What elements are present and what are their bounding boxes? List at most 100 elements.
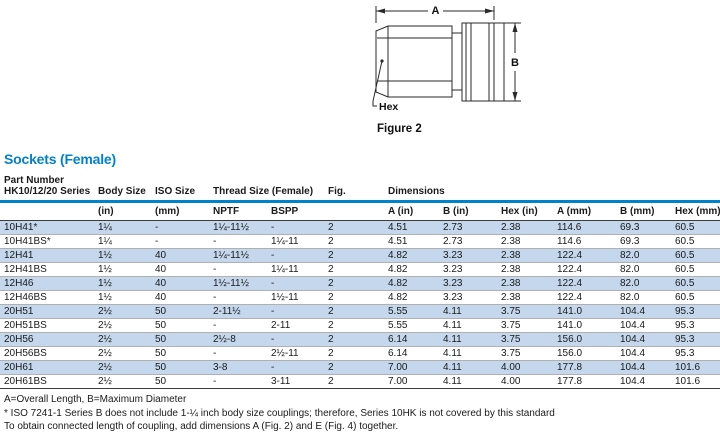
cell-nptf: 1¼-11½ (209, 220, 267, 235)
cell-bspp: - (267, 360, 324, 375)
header-iso-size: ISO Size (151, 175, 209, 203)
subheader-a-mm: A (mm) (553, 201, 616, 221)
hex-leader-line (372, 60, 383, 107)
cell-a-in: 5.55 (384, 318, 439, 333)
cell-body: 1½ (94, 290, 151, 305)
cell-hex-in: 2.38 (497, 262, 553, 277)
subheader-hex-mm: Hex (mm) (671, 201, 720, 221)
cell-hex-mm: 60.5 (671, 262, 720, 277)
dim-a-arrow-left (376, 8, 385, 14)
cell-part: 10H41BS* (0, 234, 94, 249)
cell-b-in: 4.11 (439, 304, 497, 319)
cell-part: 20H51BS (0, 318, 94, 333)
cell-hex-mm: 60.5 (671, 220, 720, 235)
cell-b-in: 4.11 (439, 318, 497, 333)
coupling-drawing: A B Hex Figure 2 (372, 4, 521, 135)
cell-b-mm: 69.3 (616, 234, 671, 249)
cell-iso: 50 (151, 318, 209, 333)
cell-fig: 2 (324, 220, 384, 235)
cell-iso: 40 (151, 262, 209, 277)
cell-a-in: 6.14 (384, 346, 439, 361)
cell-part: 12H41 (0, 248, 94, 263)
cell-fig: 2 (324, 290, 384, 305)
section-title: Sockets (Female) (4, 151, 116, 167)
cell-iso: - (151, 220, 209, 235)
cell-b-mm: 82.0 (616, 248, 671, 263)
cell-iso: 40 (151, 276, 209, 291)
cell-fig: 2 (324, 332, 384, 347)
subheader-blank-fig (324, 201, 384, 221)
cell-b-in: 4.11 (439, 332, 497, 347)
header-fig: Fig. (324, 175, 384, 203)
cell-hex-mm: 95.3 (671, 304, 720, 319)
cell-fig: 2 (324, 318, 384, 333)
cell-fig: 2 (324, 248, 384, 263)
cell-a-mm: 114.6 (553, 234, 616, 249)
cell-a-mm: 156.0 (553, 346, 616, 361)
dim-a-label-bg (428, 4, 443, 16)
cell-part: 20H51 (0, 304, 94, 319)
cell-a-mm: 156.0 (553, 332, 616, 347)
cell-a-mm: 177.8 (553, 360, 616, 375)
note-connected-length: To obtain connected length of coupling, … (4, 421, 399, 432)
cell-bspp: 1¼-11 (267, 234, 324, 249)
cell-body: 1½ (94, 262, 151, 277)
hex-body-outline (375, 25, 453, 98)
table-row: 20H51BS 2½ 50-2-11 2 5.55 4.11 3.75 141.0 104.4 9… (0, 318, 720, 333)
cell-a-mm: 141.0 (553, 318, 616, 333)
subheader-hex-in: Hex (in) (497, 201, 553, 221)
dim-b-arrow-up (512, 23, 518, 32)
cell-a-mm: 177.8 (553, 374, 616, 389)
cell-iso: 50 (151, 332, 209, 347)
header-part-number: Part Number HK10/12/20 Series (0, 175, 94, 203)
subheader-nptf: NPTF (209, 201, 267, 221)
cell-nptf: 3-8 (209, 360, 267, 375)
cell-hex-mm: 60.5 (671, 276, 720, 291)
figure-caption: Figure 2 (377, 123, 422, 135)
cell-body: 2½ (94, 318, 151, 333)
cell-hex-in: 2.38 (497, 220, 553, 235)
cell-part: 20H56 (0, 332, 94, 347)
cell-bspp: - (267, 276, 324, 291)
hex-label: Hex (379, 101, 398, 113)
note-legend: A=Overall Length, B=Maximum Diameter (4, 394, 187, 405)
cell-fig: 2 (324, 374, 384, 389)
cell-part: 12H46BS (0, 290, 94, 305)
cell-part: 10H41* (0, 220, 94, 235)
cell-part: 20H61 (0, 360, 94, 375)
table-row: 12H41 1½ 40 1¼-11½ -2 4.82 3.23 2.38 122.4 82.0 60… (0, 248, 720, 263)
cell-nptf: 2-11½ (209, 304, 267, 319)
header-dimensions: Dimensions (384, 175, 720, 203)
cell-b-in: 3.23 (439, 248, 497, 263)
cell-body: 2½ (94, 346, 151, 361)
cell-bspp: 1½-11 (267, 290, 324, 305)
cell-hex-in: 3.75 (497, 332, 553, 347)
cell-a-in: 5.55 (384, 304, 439, 319)
cell-nptf: - (209, 346, 267, 361)
cell-nptf: - (209, 262, 267, 277)
cell-a-in: 4.82 (384, 276, 439, 291)
header-row: Part Number HK10/12/20 Series Body Size … (0, 175, 720, 203)
cell-hex-in: 2.38 (497, 290, 553, 305)
cell-a-mm: 122.4 (553, 248, 616, 263)
cell-b-mm: 82.0 (616, 276, 671, 291)
cell-fig: 2 (324, 276, 384, 291)
cell-hex-mm: 60.5 (671, 248, 720, 263)
cell-iso: 50 (151, 374, 209, 389)
cell-b-in: 4.11 (439, 346, 497, 361)
cell-b-mm: 104.4 (616, 360, 671, 375)
cell-hex-in: 4.00 (497, 374, 553, 389)
cell-fig: 2 (324, 234, 384, 249)
table-row: 12H46 1½ 40 1½-11½ -2 4.82 3.23 2.38 122.4 82.0 60… (0, 276, 720, 291)
cell-a-in: 4.51 (384, 234, 439, 249)
cell-b-in: 3.23 (439, 290, 497, 305)
cell-a-in: 4.82 (384, 248, 439, 263)
sleeve-outline (461, 22, 505, 102)
cell-a-in: 4.51 (384, 220, 439, 235)
cell-a-mm: 122.4 (553, 276, 616, 291)
table-row: 12H46BS 1½ 40-1½-11 2 4.82 3.23 2.38 122.4 82.0 6… (0, 290, 720, 305)
table-row: 20H61 2½ 50 3-8-2 7.00 4.11 4.00 177.8 104.4 101.… (0, 360, 720, 375)
cell-b-in: 2.73 (439, 234, 497, 249)
cell-a-mm: 122.4 (553, 290, 616, 305)
